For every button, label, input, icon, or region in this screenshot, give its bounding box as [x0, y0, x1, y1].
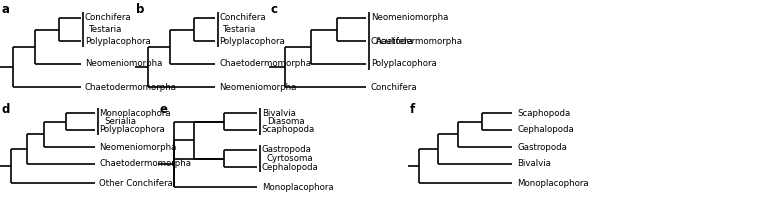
Text: Monoplacophora: Monoplacophora — [518, 178, 589, 188]
Text: e: e — [159, 103, 168, 116]
Text: Testaria: Testaria — [223, 25, 257, 34]
Text: d: d — [2, 103, 10, 116]
Text: Testaria: Testaria — [88, 25, 122, 34]
Text: Scaphopoda: Scaphopoda — [518, 108, 571, 117]
Text: Neomeniomorpha: Neomeniomorpha — [219, 82, 297, 92]
Text: Polyplacophora: Polyplacophora — [85, 36, 151, 46]
Text: Bivalvia: Bivalvia — [261, 108, 296, 117]
Text: Polyplacophora: Polyplacophora — [219, 36, 285, 46]
Text: Monoplacophora: Monoplacophora — [99, 108, 171, 117]
Text: Conchifera: Conchifera — [219, 14, 266, 22]
Text: a: a — [2, 3, 9, 16]
Text: Scaphopoda: Scaphopoda — [261, 126, 315, 134]
Text: Chaetodermomorpha: Chaetodermomorpha — [85, 82, 177, 92]
Text: Monoplacophora: Monoplacophora — [261, 182, 334, 192]
Text: Conchifera: Conchifera — [371, 82, 418, 92]
Text: c: c — [271, 3, 278, 16]
Text: Cyrtosoma: Cyrtosoma — [267, 154, 314, 163]
Text: Bivalvia: Bivalvia — [518, 160, 551, 168]
Text: Aculifera: Aculifera — [376, 36, 414, 46]
Text: Neomeniomorpha: Neomeniomorpha — [371, 14, 448, 22]
Text: Conchifera: Conchifera — [85, 14, 131, 22]
Text: Neomeniomorpha: Neomeniomorpha — [99, 142, 177, 152]
Text: Chaetodermomorpha: Chaetodermomorpha — [371, 36, 463, 46]
Text: Polyplacophora: Polyplacophora — [371, 60, 437, 68]
Text: Serialia: Serialia — [104, 117, 136, 126]
Text: Gastropoda: Gastropoda — [518, 142, 568, 152]
Text: Cephalopoda: Cephalopoda — [261, 162, 318, 171]
Text: Gastropoda: Gastropoda — [261, 146, 311, 154]
Text: Diasoma: Diasoma — [267, 117, 305, 126]
Text: Cephalopoda: Cephalopoda — [518, 126, 574, 134]
Text: Other Conchifera: Other Conchifera — [99, 178, 173, 188]
Text: Neomeniomorpha: Neomeniomorpha — [85, 60, 162, 68]
Text: Polyplacophora: Polyplacophora — [99, 126, 165, 134]
Text: Chaetodermomorpha: Chaetodermomorpha — [219, 60, 311, 68]
Text: Chaetodermomorpha: Chaetodermomorpha — [99, 160, 191, 168]
Text: b: b — [136, 3, 145, 16]
Text: f: f — [409, 103, 414, 116]
